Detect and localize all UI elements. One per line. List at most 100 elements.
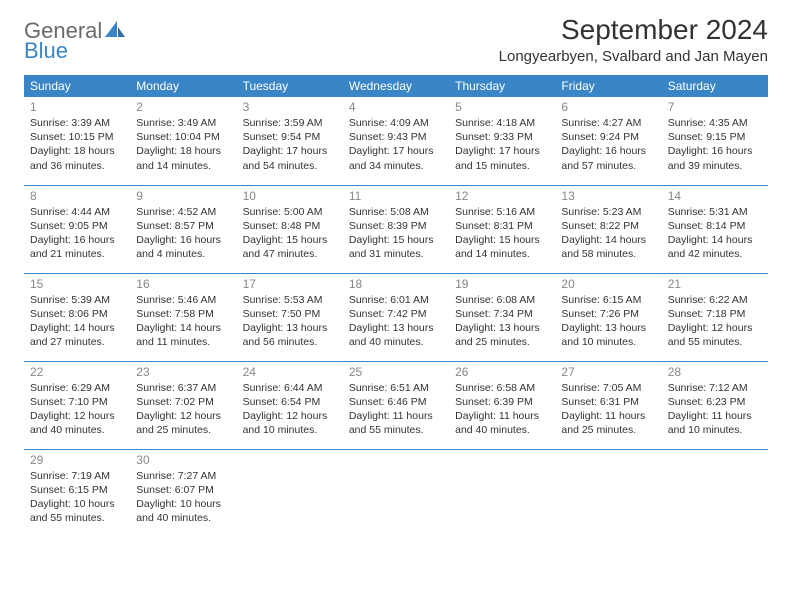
cell-daylight1: Daylight: 10 hours (30, 497, 124, 511)
cell-sunrise: Sunrise: 7:19 AM (30, 469, 124, 483)
day-number: 23 (136, 365, 230, 379)
cell-sunset: Sunset: 10:04 PM (136, 130, 230, 144)
cell-daylight1: Daylight: 16 hours (136, 233, 230, 247)
cell-daylight1: Daylight: 12 hours (668, 321, 762, 335)
cell-daylight2: and 27 minutes. (30, 335, 124, 349)
calendar-week-row: 29Sunrise: 7:19 AMSunset: 6:15 PMDayligh… (24, 449, 768, 537)
calendar-cell: 24Sunrise: 6:44 AMSunset: 6:54 PMDayligh… (237, 361, 343, 449)
calendar-cell (662, 449, 768, 537)
calendar-cell: 17Sunrise: 5:53 AMSunset: 7:50 PMDayligh… (237, 273, 343, 361)
calendar-week-row: 22Sunrise: 6:29 AMSunset: 7:10 PMDayligh… (24, 361, 768, 449)
cell-sunrise: Sunrise: 7:12 AM (668, 381, 762, 395)
day-header: Thursday (449, 75, 555, 97)
calendar-cell: 14Sunrise: 5:31 AMSunset: 8:14 PMDayligh… (662, 185, 768, 273)
day-header: Friday (555, 75, 661, 97)
calendar-cell: 18Sunrise: 6:01 AMSunset: 7:42 PMDayligh… (343, 273, 449, 361)
cell-daylight1: Daylight: 14 hours (561, 233, 655, 247)
day-number: 1 (30, 100, 124, 114)
day-number: 9 (136, 189, 230, 203)
cell-daylight1: Daylight: 12 hours (243, 409, 337, 423)
calendar-cell: 21Sunrise: 6:22 AMSunset: 7:18 PMDayligh… (662, 273, 768, 361)
cell-daylight1: Daylight: 16 hours (30, 233, 124, 247)
cell-sunrise: Sunrise: 6:22 AM (668, 293, 762, 307)
day-header: Sunday (24, 75, 130, 97)
cell-sunset: Sunset: 7:34 PM (455, 307, 549, 321)
cell-daylight1: Daylight: 16 hours (668, 144, 762, 158)
cell-sunset: Sunset: 7:42 PM (349, 307, 443, 321)
cell-daylight1: Daylight: 14 hours (136, 321, 230, 335)
day-number: 8 (30, 189, 124, 203)
day-number: 2 (136, 100, 230, 114)
cell-daylight2: and 39 minutes. (668, 159, 762, 173)
cell-sunrise: Sunrise: 6:58 AM (455, 381, 549, 395)
cell-sunset: Sunset: 8:57 PM (136, 219, 230, 233)
cell-sunset: Sunset: 9:05 PM (30, 219, 124, 233)
calendar-cell: 9 Sunrise: 4:52 AMSunset: 8:57 PMDaylight… (130, 185, 236, 273)
cell-daylight1: Daylight: 17 hours (455, 144, 549, 158)
page-header: General Blue September 2024 Longyearbyen… (24, 14, 768, 65)
cell-daylight2: and 40 minutes. (455, 423, 549, 437)
cell-sunrise: Sunrise: 5:53 AM (243, 293, 337, 307)
calendar-cell: 5 Sunrise: 4:18 AMSunset: 9:33 PMDaylight… (449, 97, 555, 185)
cell-daylight2: and 55 minutes. (30, 511, 124, 525)
cell-sunset: Sunset: 7:10 PM (30, 395, 124, 409)
calendar-cell: 13Sunrise: 5:23 AMSunset: 8:22 PMDayligh… (555, 185, 661, 273)
cell-sunrise: Sunrise: 4:09 AM (349, 116, 443, 130)
logo-word2: Blue (24, 40, 126, 62)
cell-sunset: Sunset: 9:54 PM (243, 130, 337, 144)
day-number: 19 (455, 277, 549, 291)
cell-daylight2: and 36 minutes. (30, 159, 124, 173)
cell-sunrise: Sunrise: 4:18 AM (455, 116, 549, 130)
calendar-cell: 11Sunrise: 5:08 AMSunset: 8:39 PMDayligh… (343, 185, 449, 273)
day-number: 13 (561, 189, 655, 203)
cell-sunrise: Sunrise: 6:44 AM (243, 381, 337, 395)
cell-daylight1: Daylight: 18 hours (30, 144, 124, 158)
cell-daylight1: Daylight: 17 hours (243, 144, 337, 158)
cell-daylight1: Daylight: 15 hours (243, 233, 337, 247)
day-number: 25 (349, 365, 443, 379)
calendar-cell: 20Sunrise: 6:15 AMSunset: 7:26 PMDayligh… (555, 273, 661, 361)
calendar-cell (449, 449, 555, 537)
cell-daylight2: and 10 minutes. (561, 335, 655, 349)
cell-daylight1: Daylight: 13 hours (243, 321, 337, 335)
cell-daylight2: and 25 minutes. (136, 423, 230, 437)
cell-daylight2: and 11 minutes. (136, 335, 230, 349)
cell-daylight1: Daylight: 13 hours (455, 321, 549, 335)
cell-daylight1: Daylight: 13 hours (349, 321, 443, 335)
calendar-cell: 29Sunrise: 7:19 AMSunset: 6:15 PMDayligh… (24, 449, 130, 537)
brand-logo: General Blue (24, 14, 126, 62)
cell-sunrise: Sunrise: 4:27 AM (561, 116, 655, 130)
cell-daylight1: Daylight: 15 hours (349, 233, 443, 247)
cell-daylight1: Daylight: 13 hours (561, 321, 655, 335)
cell-daylight2: and 56 minutes. (243, 335, 337, 349)
day-number: 5 (455, 100, 549, 114)
cell-daylight1: Daylight: 11 hours (668, 409, 762, 423)
cell-sunset: Sunset: 9:33 PM (455, 130, 549, 144)
day-header: Wednesday (343, 75, 449, 97)
day-number: 24 (243, 365, 337, 379)
cell-sunset: Sunset: 6:23 PM (668, 395, 762, 409)
calendar-cell: 26Sunrise: 6:58 AMSunset: 6:39 PMDayligh… (449, 361, 555, 449)
day-number: 7 (668, 100, 762, 114)
day-number: 17 (243, 277, 337, 291)
calendar-cell: 27Sunrise: 7:05 AMSunset: 6:31 PMDayligh… (555, 361, 661, 449)
cell-daylight1: Daylight: 10 hours (136, 497, 230, 511)
cell-sunset: Sunset: 7:02 PM (136, 395, 230, 409)
cell-daylight2: and 47 minutes. (243, 247, 337, 261)
cell-daylight1: Daylight: 14 hours (668, 233, 762, 247)
cell-sunset: Sunset: 6:46 PM (349, 395, 443, 409)
day-number: 20 (561, 277, 655, 291)
cell-daylight2: and 10 minutes. (243, 423, 337, 437)
cell-daylight2: and 21 minutes. (30, 247, 124, 261)
day-number: 28 (668, 365, 762, 379)
calendar-cell: 30Sunrise: 7:27 AMSunset: 6:07 PMDayligh… (130, 449, 236, 537)
cell-sunset: Sunset: 8:31 PM (455, 219, 549, 233)
day-number: 21 (668, 277, 762, 291)
cell-sunrise: Sunrise: 6:08 AM (455, 293, 549, 307)
cell-daylight1: Daylight: 11 hours (561, 409, 655, 423)
cell-sunrise: Sunrise: 6:29 AM (30, 381, 124, 395)
day-header: Monday (130, 75, 236, 97)
cell-sunrise: Sunrise: 4:52 AM (136, 205, 230, 219)
cell-sunrise: Sunrise: 3:59 AM (243, 116, 337, 130)
location-subtitle: Longyearbyen, Svalbard and Jan Mayen (499, 48, 768, 65)
